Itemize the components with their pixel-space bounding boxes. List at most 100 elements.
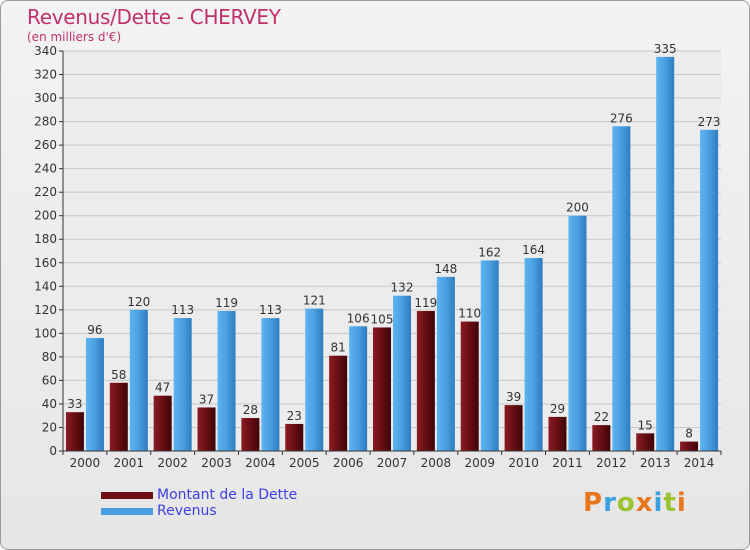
revenue-bar — [524, 258, 543, 451]
revenue-bar — [173, 318, 192, 451]
debt-value-label: 15 — [638, 418, 653, 432]
revenue-bar — [85, 338, 104, 451]
debt-value-label: 39 — [506, 390, 521, 404]
revenue-value-label: 106 — [347, 311, 370, 325]
debt-bar — [329, 355, 348, 451]
x-tick-label: 2014 — [684, 456, 715, 470]
y-tick-label: 40 — [42, 397, 57, 411]
plot-background — [63, 51, 721, 451]
debt-bar — [197, 407, 216, 451]
x-tick-label: 2008 — [421, 456, 452, 470]
legend-label-debt: Montant de la Dette — [157, 487, 298, 503]
y-axis-ticks: 0 20 40 60 80 100 120 140 160 180 200 220 240 260 280 3… — [34, 44, 63, 458]
x-tick-label: 2012 — [596, 456, 627, 470]
x-tick-label: 2010 — [508, 456, 539, 470]
debt-bar — [636, 433, 655, 451]
debt-bar — [153, 395, 172, 451]
revenue-value-label: 273 — [698, 115, 721, 129]
x-tick-label: 2009 — [464, 456, 495, 470]
debt-value-label: 33 — [67, 397, 82, 411]
y-tick-label: 120 — [34, 303, 57, 317]
revenue-value-label: 148 — [434, 262, 457, 276]
debt-value-label: 81 — [330, 341, 345, 355]
x-tick-label: 2005 — [289, 456, 320, 470]
legend-swatch-debt — [101, 491, 153, 499]
legend-item-revenue: Revenus — [101, 503, 297, 519]
logo-letter: i — [653, 488, 664, 518]
revenue-value-label: 276 — [610, 111, 633, 125]
logo-letter: r — [603, 488, 617, 518]
revenue-value-label: 120 — [127, 295, 150, 309]
debt-value-label: 29 — [550, 402, 565, 416]
revenue-value-label: 113 — [171, 303, 194, 317]
debt-bar — [416, 311, 435, 451]
revenue-value-label: 113 — [259, 303, 282, 317]
bars — [65, 56, 719, 451]
debt-value-label: 37 — [199, 392, 214, 406]
x-tick-label: 2001 — [114, 456, 145, 470]
debt-value-label: 58 — [111, 368, 126, 382]
x-tick-label: 2004 — [245, 456, 276, 470]
debt-bar — [373, 327, 391, 451]
revenue-bar — [129, 309, 148, 451]
y-tick-label: 180 — [34, 232, 57, 246]
y-tick-label: 220 — [34, 185, 57, 199]
chart-unit-label: (en milliers d'€) — [27, 30, 122, 44]
revenue-bar — [305, 308, 324, 451]
revenue-value-label: 200 — [566, 201, 589, 215]
debt-bar — [548, 416, 567, 451]
y-tick-label: 320 — [34, 68, 57, 82]
debt-value-label: 105 — [371, 312, 394, 326]
logo-letter: o — [616, 488, 636, 518]
x-tick-label: 2003 — [201, 456, 232, 470]
revenue-bar — [612, 126, 631, 451]
y-tick-label: 100 — [34, 326, 57, 340]
revenue-value-label: 162 — [478, 245, 501, 259]
x-tick-label: 2013 — [640, 456, 671, 470]
logo-letter: i — [676, 488, 687, 518]
revenue-bar — [656, 56, 675, 451]
y-tick-label: 260 — [34, 138, 57, 152]
y-tick-label: 0 — [49, 444, 57, 458]
debt-value-label: 8 — [685, 427, 693, 441]
debt-bar — [285, 423, 304, 451]
y-tick-label: 340 — [34, 44, 57, 58]
grid-lines — [63, 50, 721, 452]
legend-label-revenue: Revenus — [157, 503, 217, 519]
revenue-value-label: 96 — [87, 323, 102, 337]
x-tick-label: 2002 — [157, 456, 188, 470]
legend-swatch-revenue — [101, 507, 153, 515]
revenue-value-label: 164 — [522, 243, 545, 257]
y-tick-label: 140 — [34, 279, 57, 293]
logo-letter: P — [583, 488, 604, 518]
x-tick-label: 2006 — [333, 456, 364, 470]
revenue-value-label: 121 — [303, 294, 326, 308]
debt-bar — [680, 441, 699, 451]
logo-letter: t — [663, 488, 677, 518]
debt-value-label: 119 — [414, 296, 437, 310]
axes — [62, 51, 721, 452]
revenue-bar — [568, 215, 587, 451]
revenue-value-label: 335 — [654, 42, 677, 56]
y-tick-label: 200 — [34, 209, 57, 223]
x-tick-label: 2000 — [70, 456, 101, 470]
revenue-bar — [436, 276, 455, 451]
y-tick-label: 300 — [34, 91, 57, 105]
debt-bar — [592, 425, 611, 451]
revenue-bar — [261, 318, 280, 451]
revenue-value-label: 119 — [215, 296, 238, 310]
y-tick-label: 280 — [34, 115, 57, 129]
data-labels: 33 96 58 120 47 113 37 119 28 113 23 121 81 106 105 132… — [67, 42, 720, 441]
legend-item-debt: Montant de la Dette — [101, 487, 297, 503]
x-tick-label: 2011 — [552, 456, 583, 470]
debt-value-label: 110 — [458, 307, 481, 321]
legend: Montant de la Dette Revenus — [101, 487, 297, 519]
revenue-bar — [393, 295, 411, 451]
debt-bar — [241, 418, 260, 451]
y-tick-label: 160 — [34, 256, 57, 270]
revenue-bar — [700, 129, 719, 451]
debt-bar — [65, 412, 84, 451]
x-tick-label: 2007 — [377, 456, 408, 470]
